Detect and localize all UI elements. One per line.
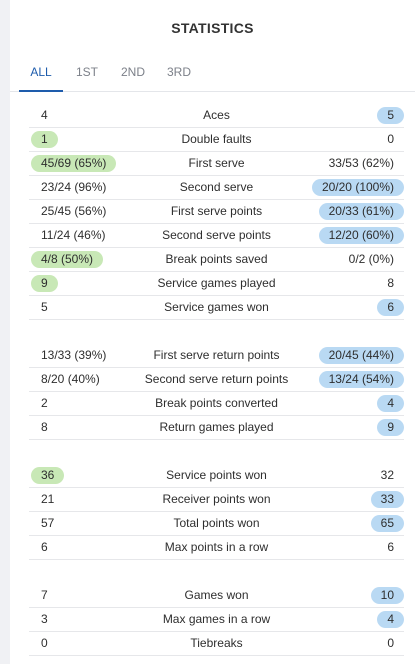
stat-row: Break points converted 2 4: [29, 392, 404, 416]
stat-label: Service games won: [164, 300, 269, 314]
stat-row: Service games played 9 8: [29, 272, 404, 296]
stat-right-value: 12/20 (60%): [318, 227, 404, 244]
stat-right-value: 20/45 (44%): [318, 347, 404, 364]
stat-right-value: 20/20 (100%): [311, 179, 404, 196]
stat-left-value: 57: [41, 516, 55, 530]
stat-right-value: 8: [387, 276, 394, 290]
stat-right-value: 33/53 (62%): [328, 156, 394, 170]
stat-right-value: 0: [387, 132, 394, 146]
stat-label: Break points saved: [165, 252, 268, 266]
stat-left-value: 13/33 (39%): [41, 348, 107, 362]
stat-label: Tiebreaks: [190, 636, 243, 650]
tab-all[interactable]: ALL: [19, 58, 63, 92]
stat-row: First serve 45/69 (65%) 33/53 (62%): [29, 152, 404, 176]
stat-row: Games won 7 10: [29, 584, 404, 608]
stat-left-value: 5: [41, 300, 48, 314]
stat-left-value: 1: [31, 131, 58, 148]
stat-row: Aces 4 5: [29, 104, 404, 128]
stat-left-value: 8: [41, 420, 48, 434]
stat-label: Aces: [203, 108, 230, 122]
tab-1st[interactable]: 1ST: [75, 65, 98, 79]
stat-left-value: 2: [41, 396, 48, 410]
stat-right-value: 6: [387, 540, 394, 554]
stat-row: Max points in a row 6 6: [29, 536, 404, 560]
stat-label: Max games in a row: [162, 612, 271, 626]
stat-label: First serve return points: [153, 348, 280, 362]
stat-right-value: 65: [370, 515, 404, 532]
stat-row: Break points saved 4/8 (50%) 0/2 (0%): [29, 248, 404, 272]
stat-row: Service games won 5 6: [29, 296, 404, 320]
stat-label: Service points won: [166, 468, 267, 482]
stat-label: Second serve points: [162, 228, 271, 242]
stat-row: Receiver points won 21 33: [29, 488, 404, 512]
stat-row: Return games played 8 9: [29, 416, 404, 440]
stat-label: Second serve: [179, 180, 254, 194]
stat-right-value: 20/33 (61%): [318, 203, 404, 220]
stat-label: Return games played: [159, 420, 274, 434]
stat-label: First serve points: [170, 204, 263, 218]
stat-left-value: 0: [41, 636, 48, 650]
stat-row: Service points won 36 32: [29, 464, 404, 488]
stat-row: Second serve points 11/24 (46%) 12/20 (60%…: [29, 224, 404, 248]
stat-label: Double faults: [181, 132, 252, 146]
stat-left-value: 7: [41, 588, 48, 602]
stat-label: Receiver points won: [162, 492, 271, 506]
stat-right-value: 33: [370, 491, 404, 508]
stat-left-value: 8/20 (40%): [41, 372, 100, 386]
stat-right-value: 6: [377, 299, 404, 316]
stat-label: Total points won: [173, 516, 260, 530]
stat-right-value: 10: [370, 587, 404, 604]
stat-label: Second serve return points: [144, 372, 289, 386]
page-title: STATISTICS: [171, 20, 254, 36]
stat-left-value: 4/8 (50%): [31, 251, 104, 268]
stat-left-value: 25/45 (56%): [41, 204, 107, 218]
stat-row: Second serve return points 8/20 (40%) 13/2…: [29, 368, 404, 392]
statistics-panel: STATISTICS ALL 1ST 2ND 3RD Aces 4 5 Double …: [10, 0, 415, 664]
stat-row: Tiebreaks 0 0: [29, 632, 404, 656]
stat-left-value: 45/69 (65%): [31, 155, 117, 172]
stat-label: Break points converted: [155, 396, 278, 410]
stat-right-value: 13/24 (54%): [318, 371, 404, 388]
stat-right-value: 0/2 (0%): [348, 252, 394, 266]
stat-label: First serve: [188, 156, 245, 170]
stat-label: Games won: [184, 588, 249, 602]
stat-right-value: 4: [377, 611, 404, 628]
stat-right-value: 0: [387, 636, 394, 650]
stat-label: Max points in a row: [164, 540, 269, 554]
stat-left-value: 9: [31, 275, 58, 292]
tab-3rd[interactable]: 3RD: [166, 65, 191, 79]
stat-left-value: 23/24 (96%): [41, 180, 107, 194]
stat-right-value: 5: [377, 107, 404, 124]
stat-left-value: 36: [31, 467, 65, 484]
stat-left-value: 21: [41, 492, 55, 506]
stat-row: Double faults 1 0: [29, 128, 404, 152]
stat-row: First serve points 25/45 (56%) 20/33 (61%): [29, 200, 404, 224]
stat-left-value: 6: [41, 540, 48, 554]
period-tabs: ALL 1ST 2ND 3RD: [10, 58, 415, 92]
stat-left-value: 4: [41, 108, 48, 122]
stat-right-value: 9: [377, 419, 404, 436]
stat-left-value: 11/24 (46%): [41, 228, 106, 242]
stat-row: First serve return points 13/33 (39%) 20/4…: [29, 344, 404, 368]
stat-left-value: 3: [41, 612, 48, 626]
stat-right-value: 32: [380, 468, 394, 482]
stat-label: Service games played: [157, 276, 276, 290]
tab-2nd[interactable]: 2ND: [120, 65, 145, 79]
stat-row: Total points won 57 65: [29, 512, 404, 536]
stat-right-value: 4: [377, 395, 404, 412]
stat-row: Second serve 23/24 (96%) 20/20 (100%): [29, 176, 404, 200]
stat-row: Max games in a row 3 4: [29, 608, 404, 632]
